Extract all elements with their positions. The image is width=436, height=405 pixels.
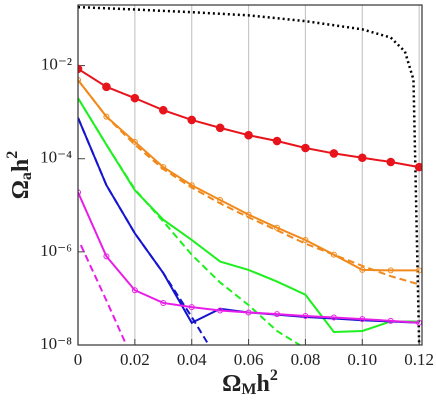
data-point xyxy=(329,149,339,158)
x-label-sub: M xyxy=(241,381,256,398)
data-point xyxy=(78,77,81,84)
x-tick-label: 0 xyxy=(74,350,83,369)
y-label-mid: h xyxy=(8,159,34,172)
y-tick-label: 10⁻⁶ xyxy=(40,241,72,260)
data-point xyxy=(302,236,309,243)
data-point xyxy=(130,93,140,103)
data-point xyxy=(102,82,111,92)
x-tick-label: 0.04 xyxy=(177,350,207,369)
x-axis-label: ΩMh2 xyxy=(222,367,278,398)
data-point xyxy=(103,113,110,120)
plot-frame xyxy=(77,4,423,346)
y-label-sub: a xyxy=(18,172,35,180)
data-point xyxy=(188,304,195,311)
x-tick-label: 0.08 xyxy=(291,350,321,369)
data-point xyxy=(302,312,309,319)
series-line xyxy=(78,5,421,345)
series-line xyxy=(78,191,420,324)
data-point xyxy=(359,266,366,273)
data-point xyxy=(217,307,224,314)
data-point xyxy=(387,317,394,324)
y-tick-label: 10⁻² xyxy=(41,54,72,73)
series-line xyxy=(78,79,420,286)
x-tick-label: 0.10 xyxy=(347,350,377,369)
series-line xyxy=(78,97,301,345)
series-line xyxy=(78,117,210,345)
data-point xyxy=(301,143,310,153)
data-point xyxy=(215,123,225,133)
data-point xyxy=(414,162,422,172)
data-point xyxy=(103,253,110,260)
y-label-sup: 2 xyxy=(4,151,21,159)
data-point xyxy=(78,189,81,196)
data-point xyxy=(386,157,396,167)
data-point xyxy=(187,115,197,125)
data-point xyxy=(158,105,168,115)
data-point xyxy=(131,287,138,294)
x-tick-label: 0.12 xyxy=(404,350,434,369)
y-label-base: Ω xyxy=(8,180,34,199)
data-point xyxy=(359,316,366,323)
x-tick-label: 0.02 xyxy=(120,350,150,369)
x-label-base: Ω xyxy=(222,371,241,397)
series-line xyxy=(78,79,420,272)
data-point xyxy=(78,64,83,74)
x-label-sup: 2 xyxy=(270,367,278,384)
x-label-mid: h xyxy=(256,371,269,397)
y-axis-label: Ωah2 xyxy=(4,151,35,200)
data-point xyxy=(244,130,253,140)
data-point xyxy=(160,299,167,306)
series-line xyxy=(79,244,128,345)
x-tick-label: 0.06 xyxy=(234,350,264,369)
data-point xyxy=(330,314,337,321)
y-tick-label: 10⁻⁸ xyxy=(40,334,72,353)
plot-area xyxy=(78,5,422,345)
data-point xyxy=(274,311,281,318)
y-tick-label: 10⁻⁴ xyxy=(40,148,72,167)
data-point xyxy=(357,153,367,163)
series-line xyxy=(78,97,420,334)
data-point xyxy=(387,267,394,274)
data-point xyxy=(272,136,282,146)
data-point xyxy=(245,309,252,316)
